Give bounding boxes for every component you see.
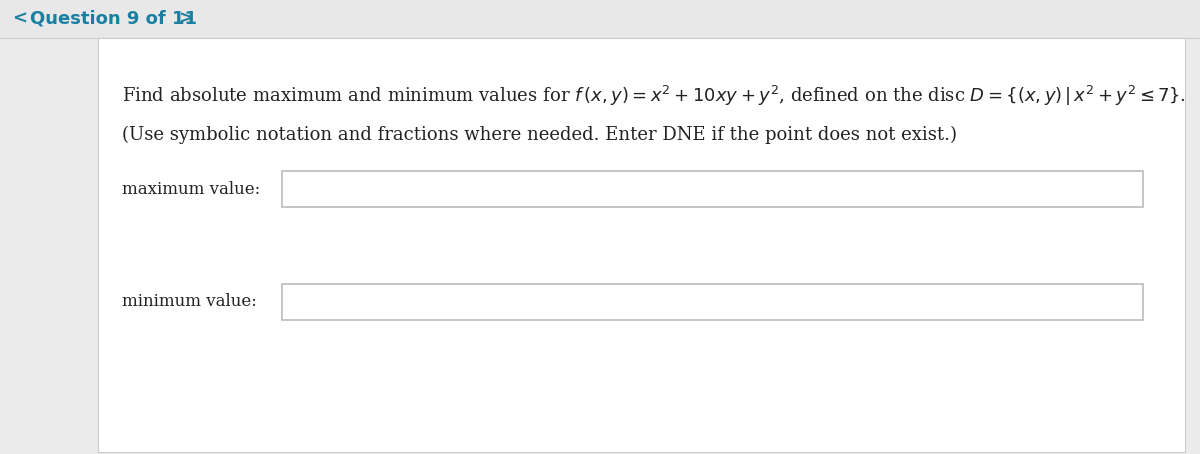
Text: maximum value:: maximum value: bbox=[122, 181, 260, 197]
Bar bbox=[0, 0, 1200, 38]
Text: Question 9 of 11: Question 9 of 11 bbox=[30, 10, 197, 28]
Text: minimum value:: minimum value: bbox=[122, 293, 257, 311]
Text: >: > bbox=[178, 10, 193, 28]
Bar bbox=[282, 284, 1142, 320]
Text: <: < bbox=[12, 10, 28, 28]
Text: Find absolute maximum and minimum values for $f\,(x, y) = x^2 + 10xy + y^2$, def: Find absolute maximum and minimum values… bbox=[122, 84, 1186, 108]
Bar bbox=[282, 171, 1142, 207]
Text: (Use symbolic notation and fractions where needed. Enter DNE if the point does n: (Use symbolic notation and fractions whe… bbox=[122, 126, 958, 144]
